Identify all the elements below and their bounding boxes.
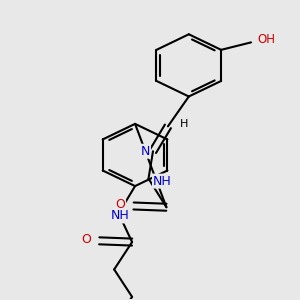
Text: OH: OH xyxy=(257,33,275,46)
Text: O: O xyxy=(115,198,125,211)
Text: H: H xyxy=(180,119,188,129)
Text: O: O xyxy=(81,233,91,246)
Text: NH: NH xyxy=(111,209,130,222)
Text: NH: NH xyxy=(153,175,172,188)
Text: N: N xyxy=(141,145,150,158)
